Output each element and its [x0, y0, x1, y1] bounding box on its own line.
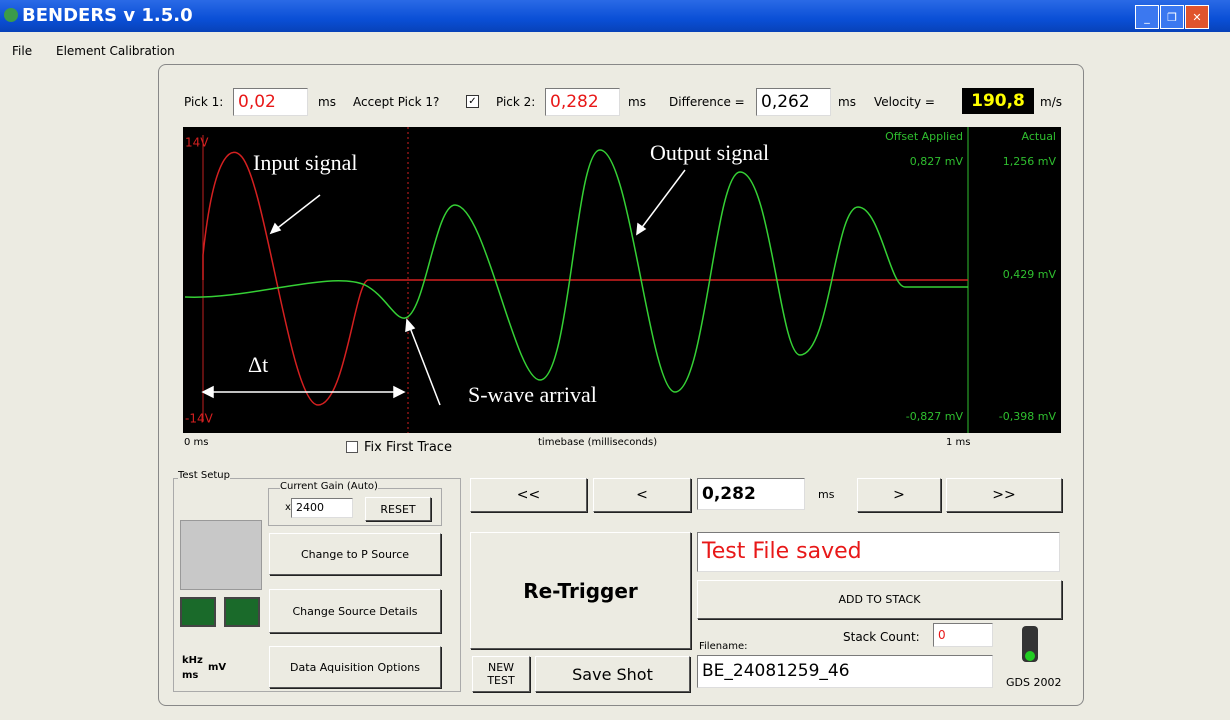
title-bar — [0, 0, 1230, 32]
source-details-button[interactable]: Change Source Details — [269, 589, 441, 633]
unit: m/s — [1040, 95, 1062, 109]
unit: ms — [628, 95, 646, 109]
minimize-button[interactable]: _ — [1135, 5, 1159, 29]
last-button[interactable]: >> — [946, 478, 1062, 512]
pick2-label: Pick 2: — [496, 95, 536, 109]
unit: ms — [838, 95, 856, 109]
timebase-label: timebase (milliseconds) — [538, 437, 658, 448]
offset-top: 0,827 mV — [910, 155, 964, 168]
first-button[interactable]: << — [470, 478, 587, 512]
fix-first-checkbox[interactable] — [346, 441, 358, 453]
annotation: Output signal — [650, 140, 769, 165]
offset-bottom: -0,827 mV — [906, 410, 964, 423]
pick2-input[interactable]: 0,282 — [545, 88, 620, 116]
actual-header: Actual — [1022, 130, 1056, 143]
bender-icon — [180, 520, 262, 590]
oscilloscope: 14V -14V Offset Applied Actual 0,827 mV … — [183, 127, 1061, 433]
new-test-button[interactable]: NEW TEST — [472, 656, 530, 692]
velocity-label: Velocity = — [874, 95, 935, 109]
test-setup-group — [173, 478, 461, 692]
test-setup-title: Test Setup — [178, 470, 230, 481]
retrigger-button[interactable]: Re-Trigger — [470, 532, 691, 649]
unit-label: kHz — [182, 655, 203, 666]
position-unit: ms — [818, 488, 835, 501]
actual-top: 1,256 mV — [1003, 155, 1057, 168]
acquisition-button[interactable]: Data Aquisition Options — [269, 646, 441, 688]
unit: ms — [318, 95, 336, 109]
gain-prefix: x — [285, 502, 291, 513]
status-box: Test File saved — [697, 532, 1060, 572]
unit-label: mV — [208, 662, 227, 673]
accept-checkbox[interactable]: ✓ — [466, 95, 479, 108]
annotation-arrows — [201, 169, 686, 406]
offset-header: Offset Applied — [885, 130, 963, 143]
pick1-input[interactable]: 0,02 — [233, 88, 308, 116]
voltage-max: 14V — [185, 136, 209, 150]
add-to-stack-button[interactable]: ADD TO STACK — [697, 580, 1062, 619]
stack-count-label: Stack Count: — [843, 630, 920, 644]
light-green — [1025, 651, 1035, 661]
annotation: S-wave arrival — [468, 382, 597, 407]
actual-bottom: -0,398 mV — [999, 410, 1057, 423]
output-trace — [184, 149, 968, 393]
maximize-button[interactable]: ❐ — [1160, 5, 1184, 29]
annotation: Input signal — [253, 150, 358, 175]
filename-input[interactable]: BE_24081259_46 — [697, 655, 993, 688]
save-shot-button[interactable]: Save Shot — [535, 656, 690, 692]
gain-input[interactable]: 2400 — [291, 498, 353, 518]
pick1-label: Pick 1: — [184, 95, 224, 109]
voltage-min: -14V — [185, 412, 214, 426]
gain-title: Current Gain (Auto) — [280, 481, 378, 492]
credit: GDS 2002 — [1006, 676, 1062, 689]
time-end: 1 ms — [946, 437, 971, 448]
menu-item[interactable]: Element Calibration — [56, 44, 175, 58]
reset-button[interactable]: RESET — [365, 497, 431, 521]
close-button[interactable]: ✕ — [1185, 5, 1209, 29]
main-panel — [158, 64, 1084, 706]
difference-label: Difference = — [669, 95, 745, 109]
next-button[interactable]: > — [857, 478, 941, 512]
square-icon[interactable] — [224, 597, 260, 627]
window-title: BENDERS v 1.5.0 — [22, 5, 193, 26]
time-start: 0 ms — [184, 437, 209, 448]
unit-label: ms — [182, 670, 199, 681]
stack-count-input: 0 — [933, 623, 993, 647]
velocity-value: 190,8 — [962, 88, 1034, 114]
wave-icon[interactable] — [180, 597, 216, 627]
menu-item[interactable]: File — [12, 44, 33, 58]
p-source-button[interactable]: Change to P Source — [269, 533, 441, 575]
difference-input: 0,262 — [756, 88, 831, 116]
filename-label: Filename: — [699, 641, 748, 652]
annotation: Δt — [248, 352, 268, 377]
actual-mid: 0,429 mV — [1003, 268, 1057, 281]
app-icon — [4, 8, 18, 22]
prev-button[interactable]: < — [593, 478, 691, 512]
accept-label: Accept Pick 1? — [353, 95, 440, 109]
position-input[interactable]: 0,282 — [697, 478, 805, 510]
fix-first-label: Fix First Trace — [364, 440, 452, 455]
